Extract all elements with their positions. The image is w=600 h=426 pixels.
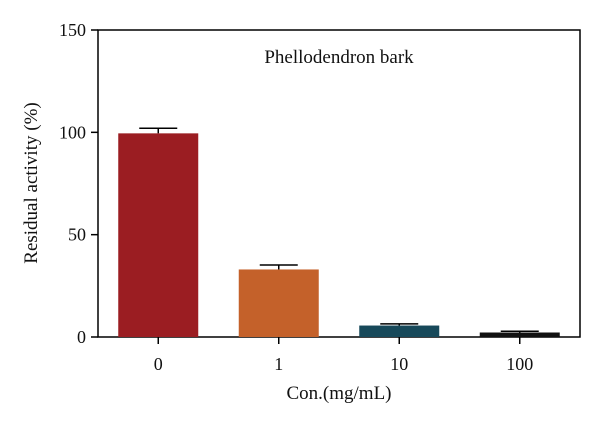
y-tick-label: 150 bbox=[59, 20, 86, 40]
bar-10 bbox=[359, 325, 440, 337]
plot-frame bbox=[97, 29, 581, 338]
x-tick-label: 10 bbox=[390, 354, 408, 374]
x-tick-label: 0 bbox=[154, 354, 163, 374]
y-tick-label: 100 bbox=[59, 122, 86, 142]
plot-area: 0 50 100 150 0 1 10 100 bbox=[59, 20, 581, 374]
y-tick-label: 0 bbox=[77, 327, 86, 347]
y-tick-label: 50 bbox=[68, 225, 86, 245]
x-tick-label: 100 bbox=[506, 354, 533, 374]
chart-annotation: Phellodendron bark bbox=[264, 47, 414, 68]
bar-1 bbox=[238, 269, 319, 337]
x-axis-title: Con.(mg/mL) bbox=[286, 383, 391, 404]
bar-0 bbox=[118, 133, 199, 337]
bar-100 bbox=[479, 332, 560, 337]
y-axis-title: Residual activity (%) bbox=[21, 102, 42, 263]
x-tick-label: 1 bbox=[274, 354, 283, 374]
